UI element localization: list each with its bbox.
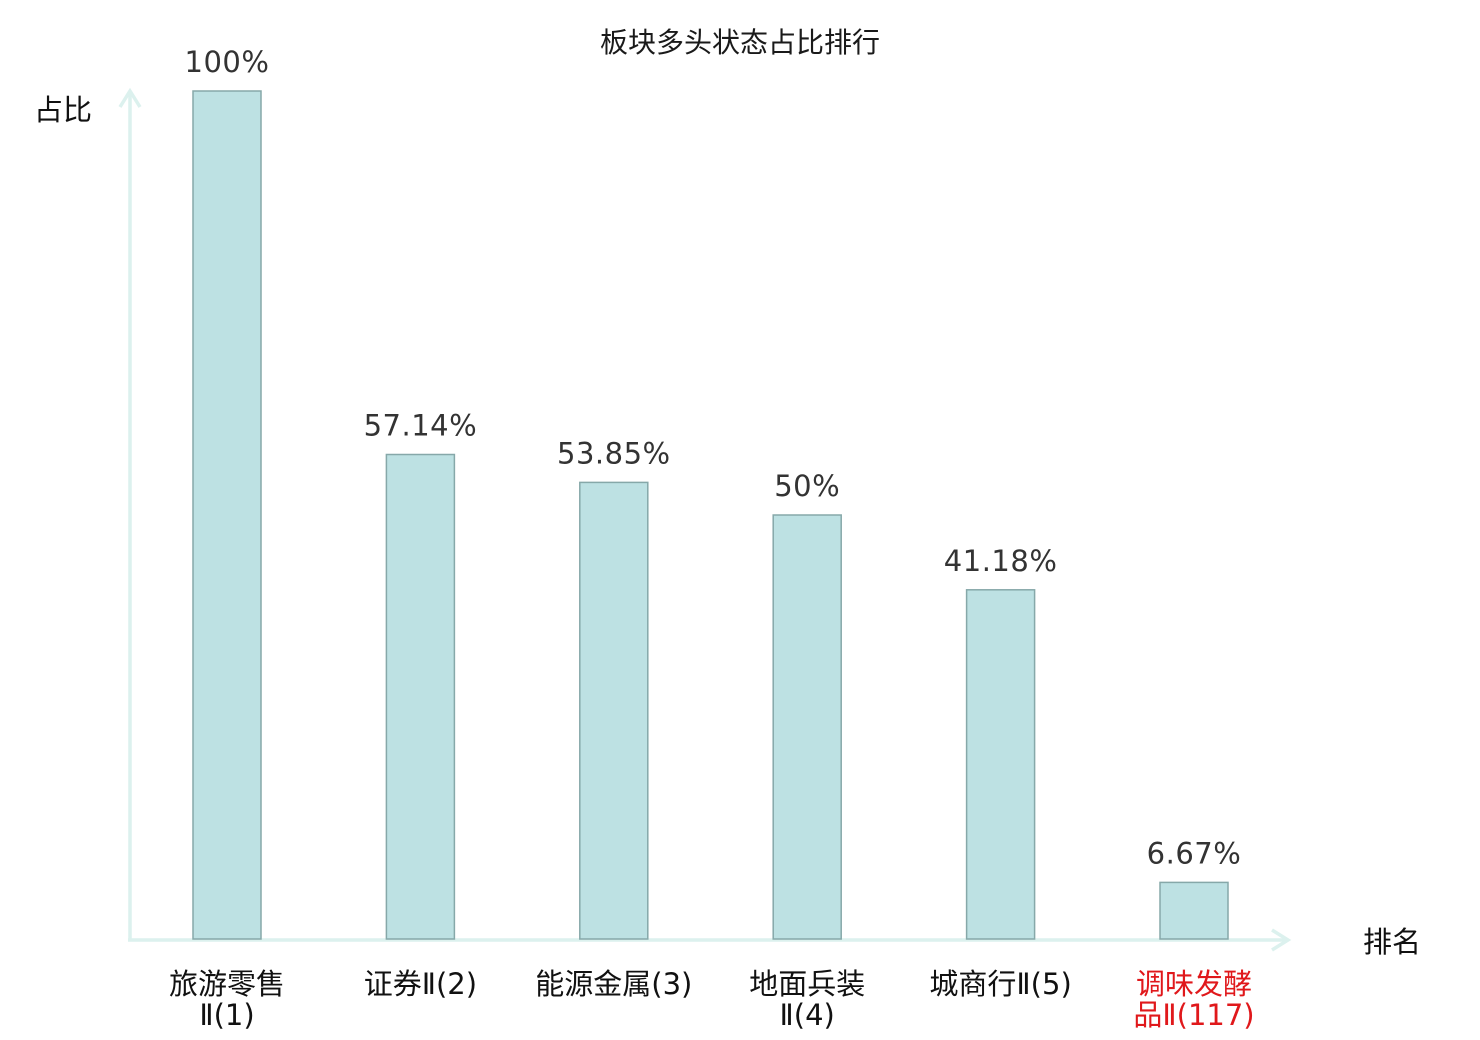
value-label-4: 50%	[774, 469, 840, 503]
category-label-5: 城商行Ⅱ(5)	[929, 967, 1071, 1001]
category-label-line: 城商行Ⅱ(5)	[929, 967, 1071, 1001]
category-label-6: 调味发酵品Ⅱ(117)	[1133, 967, 1254, 1032]
category-label-line: 调味发酵	[1136, 967, 1252, 1001]
category-labels: 旅游零售 Ⅱ(1) 证券Ⅱ(2) 能源金属(3) 地面兵装 Ⅱ(4) 城商行Ⅱ(5) 调味发酵…	[169, 967, 1255, 1032]
value-label-3: 53.85%	[557, 436, 671, 470]
bars	[192, 90, 1229, 940]
bar-1	[192, 90, 262, 940]
axes	[118, 87, 1292, 952]
value-labels: 100% 57.14% 53.85% 50% 41.18% 6.67%	[185, 45, 1242, 870]
chart-title: 板块多头状态占比排行	[600, 26, 880, 59]
value-label-5: 41.18%	[944, 544, 1058, 578]
bar-6	[1159, 881, 1229, 940]
category-label-3: 能源金属(3)	[535, 967, 692, 1001]
category-label-1: 旅游零售 Ⅱ(1)	[169, 967, 285, 1032]
x-axis-arrow	[1271, 928, 1292, 952]
category-label-line: 能源金属(3)	[535, 967, 692, 1001]
bar-3	[579, 481, 649, 940]
value-label-6: 6.67%	[1147, 836, 1242, 870]
value-label-1: 100%	[185, 45, 270, 79]
category-label-line: 旅游零售	[169, 967, 285, 1001]
category-label-line: 证券Ⅱ(2)	[364, 967, 477, 1001]
bar-2	[385, 453, 456, 940]
bar-4	[772, 514, 842, 940]
category-label-line: 品Ⅱ(117)	[1133, 998, 1254, 1032]
y-axis-label: 占比	[34, 93, 92, 127]
category-label-4: 地面兵装 Ⅱ(4)	[749, 967, 865, 1032]
y-axis-arrow	[118, 87, 142, 108]
x-axis-label: 排名	[1363, 925, 1421, 959]
category-label-line: Ⅱ(4)	[780, 998, 835, 1032]
value-label-2: 57.14%	[364, 409, 478, 443]
category-label-line: Ⅱ(1)	[199, 998, 254, 1032]
category-label-line: 地面兵装	[749, 967, 865, 1001]
bar-5	[965, 589, 1036, 940]
category-label-2: 证券Ⅱ(2)	[364, 967, 477, 1001]
